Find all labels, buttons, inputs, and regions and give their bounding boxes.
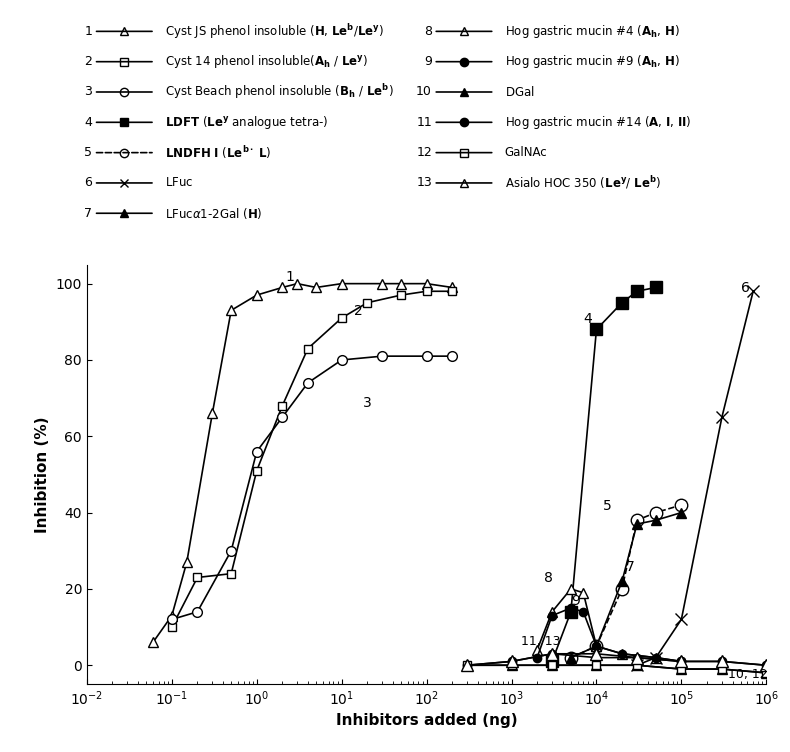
Text: $\mathrm{D}$Gal: $\mathrm{D}$Gal [505, 85, 534, 99]
Text: Cyst JS phenol insoluble ($\mathbf{H}$, $\mathbf{Le^b}$/$\mathbf{Le^y}$): Cyst JS phenol insoluble ($\mathbf{H}$, … [165, 22, 384, 41]
Text: 3: 3 [363, 396, 372, 410]
Text: GalNAc: GalNAc [505, 146, 547, 159]
Text: Asialo HOC 350 ($\mathbf{Le^y}$/ $\mathbf{Le^b}$): Asialo HOC 350 ($\mathbf{Le^y}$/ $\mathb… [505, 174, 660, 192]
Text: 7: 7 [85, 207, 92, 220]
Text: 13: 13 [416, 177, 432, 190]
Text: 4: 4 [583, 311, 592, 326]
Text: 5: 5 [85, 146, 92, 159]
Text: Cyst Beach phenol insoluble ($\mathbf{B_h}$ / $\mathbf{Le^b}$): Cyst Beach phenol insoluble ($\mathbf{B_… [165, 83, 393, 102]
Text: $\mathbf{LNDFH\ I}$ ($\mathbf{Le^{b\cdot}\ L}$): $\mathbf{LNDFH\ I}$ ($\mathbf{Le^{b\cdot… [165, 144, 272, 161]
Text: 7: 7 [626, 559, 634, 574]
Text: Hog gastric mucin #14 ($\mathbf{A}$, $\mathbf{I}$, $\mathbf{II}$): Hog gastric mucin #14 ($\mathbf{A}$, $\m… [505, 114, 691, 131]
Text: 11, 13: 11, 13 [521, 635, 561, 648]
Text: 6: 6 [85, 177, 92, 190]
Text: 6: 6 [741, 281, 750, 295]
X-axis label: Inhibitors added (ng): Inhibitors added (ng) [336, 714, 517, 729]
Text: 1: 1 [286, 270, 295, 284]
Text: 2: 2 [354, 304, 363, 318]
Text: 3: 3 [85, 86, 92, 99]
Text: 8: 8 [544, 571, 553, 585]
Text: 2: 2 [85, 55, 92, 68]
Text: $\mathrm{L}$Fuc$\alpha$1-2Gal ($\mathbf{H}$): $\mathrm{L}$Fuc$\alpha$1-2Gal ($\mathbf{… [165, 206, 262, 221]
Text: 9: 9 [571, 594, 580, 608]
Text: $\mathbf{LDFT}$ ($\mathbf{Le^y}$ analogue tetra-): $\mathbf{LDFT}$ ($\mathbf{Le^y}$ analogu… [165, 114, 328, 131]
Text: $\mathrm{L}$Fuc: $\mathrm{L}$Fuc [165, 177, 194, 190]
Text: 10, 12: 10, 12 [728, 668, 767, 681]
Text: 11: 11 [416, 116, 432, 129]
Text: 4: 4 [85, 116, 92, 129]
Text: 12: 12 [416, 146, 432, 159]
Y-axis label: Inhibition (%): Inhibition (%) [35, 416, 50, 532]
Text: Hog gastric mucin #9 ($\mathbf{A_h}$, $\mathbf{H}$): Hog gastric mucin #9 ($\mathbf{A_h}$, $\… [505, 53, 679, 70]
Text: 5: 5 [604, 499, 612, 513]
Text: Cyst 14 phenol insoluble($\mathbf{A_h}$ / $\mathbf{Le^y}$): Cyst 14 phenol insoluble($\mathbf{A_h}$ … [165, 53, 368, 70]
Text: 8: 8 [424, 25, 432, 38]
Text: Hog gastric mucin #4 ($\mathbf{A_h}$, $\mathbf{H}$): Hog gastric mucin #4 ($\mathbf{A_h}$, $\… [505, 23, 679, 40]
Text: 9: 9 [424, 55, 432, 68]
Text: 10: 10 [416, 86, 432, 99]
Text: 1: 1 [85, 25, 92, 38]
